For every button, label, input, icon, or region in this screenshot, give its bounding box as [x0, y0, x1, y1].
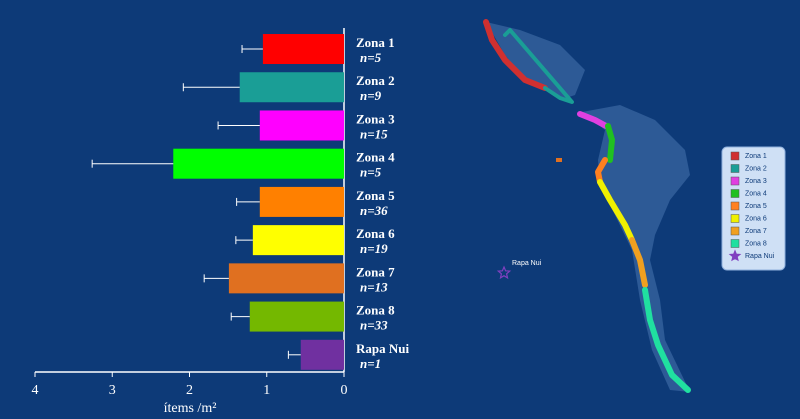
- x-tick-label: 1: [263, 383, 270, 398]
- coast-zone: [503, 28, 574, 104]
- coast-zone: [597, 179, 635, 243]
- coast-zone: [642, 287, 691, 393]
- legend-label: Zona 5: [745, 203, 767, 210]
- legend-swatch: [730, 176, 740, 186]
- sample-size: n=1: [360, 356, 381, 371]
- category-label: Rapa Nui: [356, 341, 409, 356]
- map: Rapa Nui Zona 1 Zona 2 Zona 3 Zona 4 Zona 5 Z…: [483, 19, 786, 393]
- category-label: Zona 4: [356, 150, 395, 165]
- legend-label: Zona 2: [745, 165, 767, 172]
- legend-label: Zona 3: [745, 178, 767, 185]
- x-tick-label: 3: [109, 383, 116, 398]
- bar: [300, 339, 344, 370]
- category-label: Zona 5: [356, 188, 395, 203]
- x-tick-label: 0: [341, 383, 348, 398]
- sample-size: n=5: [360, 50, 382, 65]
- legend-label: Zona 6: [745, 215, 767, 222]
- bar: [259, 186, 344, 217]
- sample-size: n=33: [360, 318, 388, 333]
- sample-size: n=13: [360, 279, 388, 294]
- x-tick-label: 4: [32, 383, 39, 398]
- legend-label: Zona 4: [745, 190, 767, 197]
- legend-label: Zona 1: [745, 153, 767, 160]
- category-label: Zona 3: [356, 111, 395, 126]
- x-axis-label: ítems /m²: [164, 401, 217, 416]
- sample-size: n=19: [360, 241, 388, 256]
- legend-swatch: [730, 189, 740, 198]
- bar: [262, 34, 344, 65]
- bar: [173, 148, 344, 179]
- island: [556, 158, 562, 162]
- category-label: Zona 2: [356, 73, 395, 88]
- x-tick-label: 2: [186, 383, 193, 398]
- sample-size: n=36: [360, 203, 388, 218]
- bar: [252, 225, 344, 256]
- coast-zone: [595, 157, 608, 185]
- sample-size: n=5: [360, 165, 382, 180]
- legend-swatch: [730, 214, 740, 223]
- category-label: Zona 8: [356, 303, 395, 318]
- legend-swatch: [730, 201, 740, 211]
- legend-label: Rapa Nui: [745, 253, 775, 260]
- legend-swatch: [730, 226, 740, 236]
- bar: [228, 263, 344, 294]
- star: [496, 265, 512, 280]
- legend-swatch: [730, 164, 740, 173]
- coast-zone: [605, 123, 615, 163]
- bar: [239, 72, 344, 103]
- legend-label: Zona 8: [745, 240, 767, 247]
- map-label: Rapa Nui: [512, 260, 542, 267]
- category-label: Zona 1: [356, 35, 395, 50]
- bar: [259, 110, 344, 141]
- coast-zone: [577, 111, 609, 129]
- category-label: Zona 7: [356, 264, 395, 279]
- bar: [249, 301, 344, 332]
- category-label: Zona 6: [356, 226, 395, 241]
- sample-size: n=9: [360, 88, 382, 103]
- sample-size: n=15: [360, 126, 388, 141]
- legend-swatch: [730, 151, 740, 161]
- coast-zone: [629, 237, 648, 288]
- legend-label: Zona 7: [745, 228, 767, 235]
- legend-swatch: [730, 239, 740, 248]
- star: [728, 249, 742, 262]
- coast-zone: [483, 19, 548, 91]
